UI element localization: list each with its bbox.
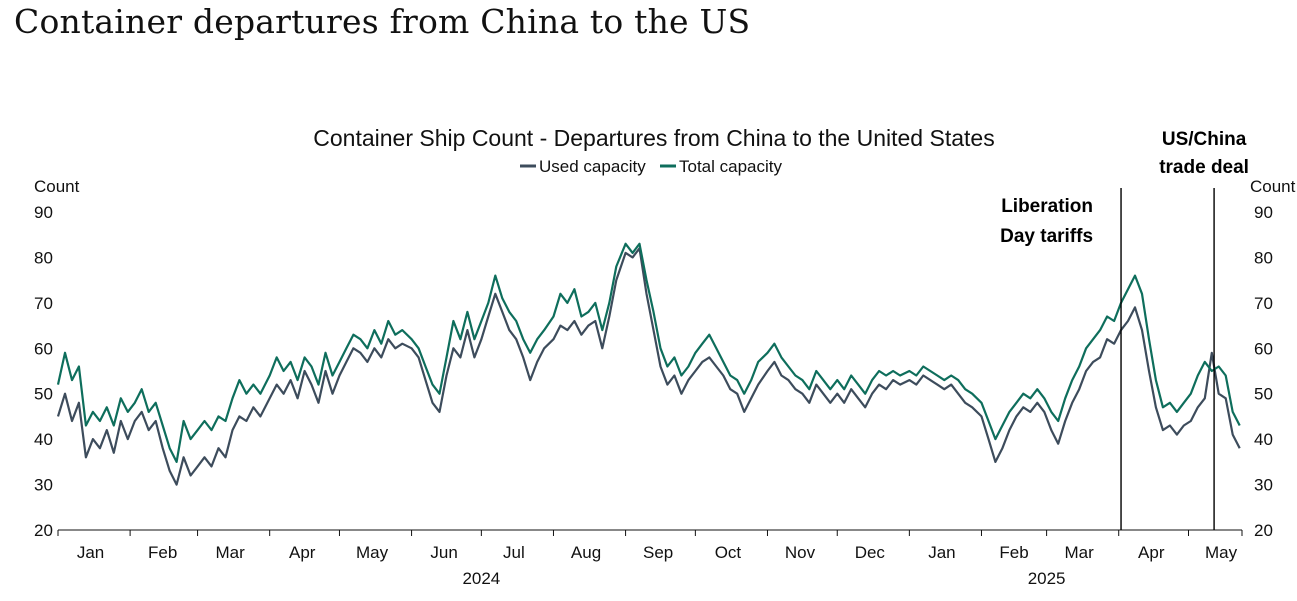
x-tick-label: Dec [855, 543, 886, 562]
y-ticks-left: 20 30 40 50 60 70 80 90 [34, 203, 53, 540]
y-ticks-right: 20 30 40 50 60 70 80 90 [1254, 203, 1273, 540]
y-tick-label-left: 90 [34, 203, 53, 222]
y-tick-label-left: 80 [34, 248, 53, 267]
legend-label-used: Used capacity [539, 157, 646, 176]
y-tick-label-right: 90 [1254, 203, 1273, 222]
annotation-label: US/China [1162, 129, 1247, 150]
y-tick-label-right: 70 [1254, 294, 1273, 313]
legend: Used capacity Total capacity [520, 157, 782, 176]
x-tick-label: Mar [1065, 543, 1095, 562]
y-tick-label-left: 30 [34, 476, 53, 495]
annotation-label: trade deal [1159, 157, 1249, 178]
x-tick-marks [57, 530, 1243, 536]
event-annotations: Liberation Day tariffs US/China trade deal [1000, 129, 1249, 530]
y-axis-title-left: Count [34, 177, 80, 196]
series-total-capacity-line [56, 242, 1241, 463]
x-tick-label: Jan [928, 543, 955, 562]
x-tick-label: Sep [643, 543, 673, 562]
year-label: 2024 [462, 569, 500, 588]
x-tick-label: Aug [571, 543, 601, 562]
x-tick-label: Mar [215, 543, 245, 562]
x-tick-label: Apr [289, 543, 316, 562]
y-tick-label-right: 40 [1254, 430, 1273, 449]
y-tick-label-left: 40 [34, 430, 53, 449]
x-tick-label: Apr [1138, 543, 1165, 562]
x-tick-label: Oct [715, 543, 742, 562]
x-tick-label: Jul [503, 543, 525, 562]
year-labels: 2024 2025 [462, 569, 1065, 588]
y-tick-label-right: 50 [1254, 385, 1273, 404]
page-title: Container departures from China to the U… [14, 2, 751, 41]
y-axis-title-right: Count [1250, 177, 1296, 196]
x-tick-labels: Jan Feb Mar Apr May Jun Jul Aug Sep Oct Nov Dec Jan F… [77, 543, 1238, 562]
annotation-label: Liberation [1001, 196, 1093, 217]
y-tick-label-right: 30 [1254, 476, 1273, 495]
y-tick-label-right: 80 [1254, 248, 1273, 267]
legend-label-total: Total capacity [679, 157, 782, 176]
x-tick-label: May [356, 543, 389, 562]
x-tick-label: Jun [430, 543, 457, 562]
y-tick-label-right: 60 [1254, 339, 1273, 358]
series-used-capacity-line [56, 247, 1241, 486]
annotation-label: Day tariffs [1000, 226, 1093, 247]
x-tick-label: Jan [77, 543, 104, 562]
y-tick-label-left: 20 [34, 521, 53, 540]
y-tick-label-left: 60 [34, 339, 53, 358]
year-label: 2025 [1028, 569, 1066, 588]
x-tick-label: Feb [148, 543, 177, 562]
y-tick-label-right: 20 [1254, 521, 1273, 540]
x-tick-label: May [1205, 543, 1238, 562]
y-tick-label-left: 50 [34, 385, 53, 404]
y-tick-label-left: 70 [34, 294, 53, 313]
chart-title: Container Ship Count - Departures from C… [313, 125, 994, 151]
x-tick-label: Nov [785, 543, 816, 562]
x-tick-label: Feb [999, 543, 1028, 562]
